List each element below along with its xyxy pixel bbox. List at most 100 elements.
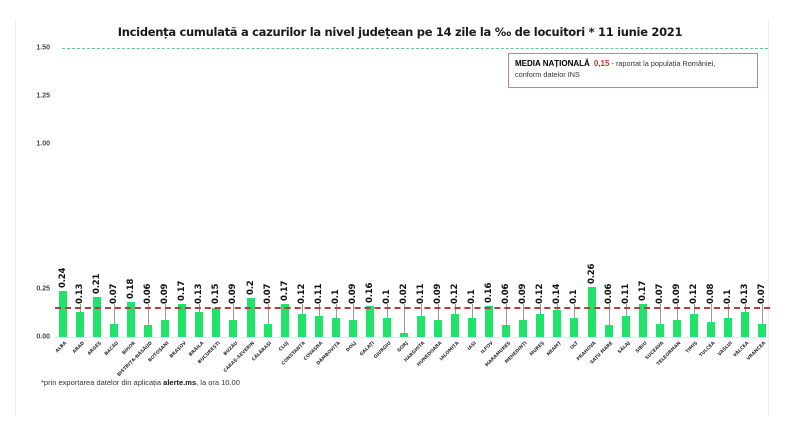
legend-text-line2: conform datelor INS (515, 70, 580, 79)
bar-constanța (297, 313, 306, 337)
bar-value-label: 0.13 (739, 283, 750, 305)
bar-neamț (553, 310, 562, 337)
bar-brașov (178, 304, 187, 337)
bar-gorj (399, 333, 408, 337)
bar-călărași (263, 323, 272, 337)
bar-value-label: 0.16 (484, 282, 495, 304)
x-axis-category-label: NEAMȚ (546, 341, 563, 358)
bar-value-label: 0.06 (143, 283, 154, 305)
bar-buzău (229, 319, 238, 337)
bar-iași (468, 317, 477, 337)
bar-value-label: 0.07 (262, 283, 273, 305)
x-axis-category-label: MUREȘ (529, 341, 546, 358)
x-axis-category-label: CLUJ (278, 341, 291, 353)
value-leader-line (114, 304, 116, 324)
bar-vaslui (723, 317, 732, 337)
y-axis-tick-label: 0.25 (36, 285, 50, 293)
bar-value-label: 0.09 (433, 283, 444, 305)
value-leader-line (574, 304, 576, 318)
bar-sălaj (621, 315, 630, 337)
value-leader-line (148, 304, 150, 326)
bar-arad (76, 311, 85, 337)
bar-prahova (587, 286, 596, 337)
y-axis-tick-label: 1.00 (36, 140, 50, 148)
value-leader-line (386, 304, 388, 318)
bar-value-label: 0.12 (688, 283, 699, 305)
value-leader-line (438, 304, 440, 320)
value-leader-line (506, 304, 508, 326)
bar-satu-mare (604, 325, 613, 337)
bar-timiș (689, 313, 698, 337)
bar-value-label: 0.09 (671, 283, 682, 305)
x-axis-category-label: GIURGIU (373, 341, 393, 361)
bar-value-label: 0.1 (381, 289, 392, 305)
bar-galați (365, 306, 374, 337)
bar-maramureș (502, 325, 511, 337)
y-axis-tick-label: 1.50 (36, 44, 50, 52)
bar-value-label: 0.06 (501, 283, 512, 305)
value-leader-line (608, 304, 610, 326)
bar-sibiu (638, 304, 647, 337)
bar-value-label: 0.15 (211, 283, 222, 305)
bar-ialomița (451, 313, 460, 337)
footnote-suffix: , la ora 10.00 (196, 378, 240, 387)
legend-label: MEDIA NAȚIONALĂ (515, 59, 590, 68)
national-average-line (55, 307, 770, 310)
bar-vrancea (758, 323, 766, 337)
national-average-legend: MEDIA NAȚIONALĂ 0,15 - raportat la popul… (508, 53, 758, 88)
x-axis-category-label: ARGEȘ (86, 341, 103, 357)
bar-value-label: 0.07 (109, 283, 120, 305)
y-axis-tick-label: 0.00 (36, 333, 50, 341)
bar-value-label: 0.09 (228, 283, 239, 305)
bar-bihor (127, 302, 136, 337)
bar-value-label: 0.17 (637, 281, 648, 302)
bar-olt (570, 317, 579, 337)
x-axis-category-label: BACĂU (103, 341, 120, 357)
bar-cluj (280, 304, 289, 337)
bar-value-label: 0.16 (364, 282, 375, 304)
bar-covasna (314, 315, 323, 337)
bar-value-label: 0.24 (58, 267, 68, 288)
bar-value-label: 0.18 (126, 279, 137, 300)
chart-panel-right-border (768, 20, 769, 415)
x-axis-category-label: IAȘI (466, 341, 478, 352)
bar-suceava (655, 323, 664, 337)
bar-value-label: 0.17 (279, 281, 290, 302)
x-axis-category-label: BRAȘOV (169, 341, 188, 360)
bar-value-label: 0.09 (518, 283, 529, 305)
bar-harghita (417, 315, 426, 337)
value-leader-line (727, 304, 729, 318)
bar-value-label: 0.1 (722, 289, 733, 305)
value-leader-line (659, 304, 661, 324)
bar-bacău (110, 323, 119, 337)
x-axis-category-label: GORJ (396, 341, 410, 354)
x-axis-category-label: ILFOV (480, 341, 495, 356)
bar-value-label: 0.11 (620, 283, 631, 305)
bar-vâlcea (740, 311, 749, 337)
bar-brăila (195, 311, 204, 337)
bar-dolj (348, 319, 357, 337)
bar-value-label: 0.08 (705, 283, 716, 305)
bar-value-label: 0.12 (296, 283, 307, 305)
bar-value-label: 0.13 (75, 283, 86, 305)
footnote-app-name: alerte.ms (163, 378, 197, 387)
bar-value-label: 0.11 (416, 283, 427, 305)
bar-dâmbovița (331, 317, 340, 337)
footnote: *prin exportarea datelor din aplicația a… (41, 378, 240, 387)
bar-hunedoara (434, 319, 443, 337)
x-axis-category-label: ARAD (71, 341, 86, 355)
value-leader-line (762, 304, 763, 324)
value-leader-line (421, 304, 423, 316)
value-leader-line (557, 304, 559, 311)
bar-bucurești (212, 308, 221, 337)
bar-value-label: 0.09 (160, 283, 171, 305)
x-axis-category-label: GALAȚI (358, 341, 376, 358)
bar-giurgiu (382, 317, 391, 337)
bar-mureș (536, 313, 545, 337)
x-axis-category-label: DOLJ (346, 341, 359, 354)
x-axis-baseline (55, 337, 768, 338)
value-leader-line (403, 304, 405, 334)
bar-mehedinți (519, 319, 528, 337)
bar-value-label: 0.1 (467, 289, 478, 305)
x-axis-category-label: ALBA (55, 341, 69, 355)
